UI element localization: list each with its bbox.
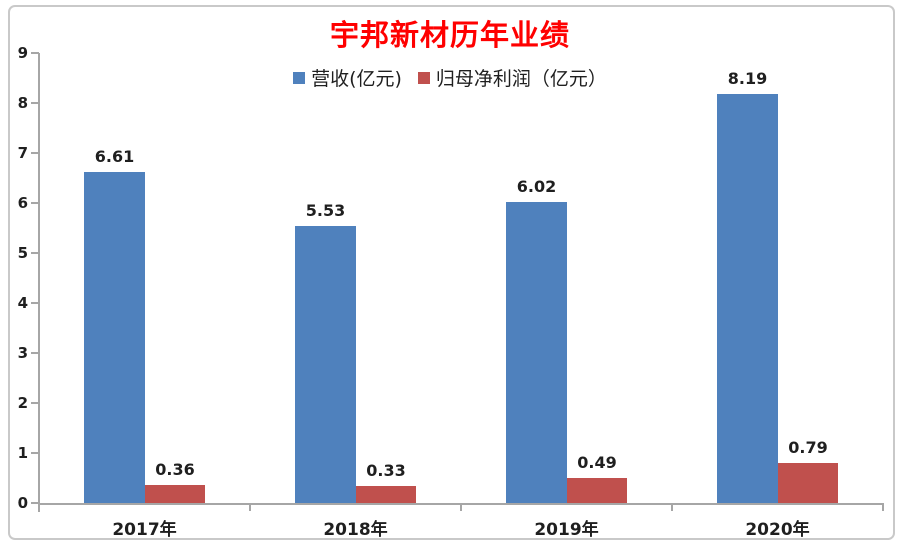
y-tick-label: 3	[17, 344, 28, 362]
x-category-label: 2017年	[112, 520, 177, 540]
y-tick	[31, 52, 39, 54]
y-tick-label: 4	[17, 294, 28, 312]
bar-profit	[356, 486, 416, 503]
y-tick	[31, 202, 39, 204]
y-tick-label: 8	[17, 94, 28, 112]
y-tick-label: 0	[17, 494, 28, 512]
legend: 营收(亿元) 归母净利润（亿元）	[0, 64, 900, 91]
category-group: 8.19 0.79 2020年	[672, 53, 883, 540]
category-group: 6.61 0.36 2017年	[39, 53, 250, 540]
bar-revenue	[295, 226, 356, 503]
bar-profit	[778, 463, 838, 503]
bar-value-label: 0.36	[155, 460, 195, 479]
y-tick	[31, 252, 39, 254]
x-tick	[460, 503, 462, 511]
x-category-label: 2018年	[323, 520, 388, 540]
category-group: 5.53 0.33 2018年	[250, 53, 461, 540]
chart-title: 宇邦新材历年业绩	[329, 18, 570, 52]
y-tick	[31, 502, 39, 504]
x-category-label: 2019年	[534, 520, 599, 540]
y-tick	[31, 102, 39, 104]
y-tick	[31, 402, 39, 404]
bar-value-label: 0.79	[788, 438, 828, 457]
y-tick-label: 6	[17, 194, 28, 212]
y-tick-label: 7	[17, 144, 28, 162]
legend-label-revenue: 营收(亿元)	[311, 68, 402, 90]
bar-revenue	[717, 94, 778, 503]
y-tick	[31, 302, 39, 304]
bar-value-label: 8.19	[727, 69, 768, 88]
legend-item-profit: 归母净利润（亿元）	[417, 64, 607, 91]
y-tick-label: 5	[17, 244, 28, 262]
legend-swatch-profit-icon	[417, 71, 430, 84]
x-tick	[671, 503, 673, 511]
y-tick	[31, 352, 39, 354]
y-tick-label: 9	[17, 44, 28, 62]
bar-value-label: 6.02	[516, 177, 557, 196]
y-tick-label: 1	[17, 444, 28, 462]
bar-value-label: 5.53	[305, 201, 346, 220]
legend-item-revenue: 营收(亿元)	[293, 64, 402, 91]
x-category-label: 2020年	[745, 520, 810, 540]
bar-revenue	[84, 172, 145, 503]
x-tick	[249, 503, 251, 511]
bar-value-label: 0.49	[577, 453, 617, 472]
bar-value-label: 6.61	[94, 147, 135, 166]
y-tick-label: 2	[17, 394, 28, 412]
y-tick	[31, 152, 39, 154]
bar-profit	[567, 478, 627, 503]
legend-label-profit: 归母净利润（亿元）	[435, 68, 607, 90]
bar-value-label: 0.33	[366, 461, 406, 480]
bar-revenue	[506, 202, 567, 503]
y-tick	[31, 452, 39, 454]
legend-swatch-revenue-icon	[293, 71, 306, 84]
x-tick	[882, 503, 884, 511]
bar-profit	[145, 485, 205, 503]
category-group: 6.02 0.49 2019年	[461, 53, 672, 540]
y-axis	[38, 53, 40, 512]
